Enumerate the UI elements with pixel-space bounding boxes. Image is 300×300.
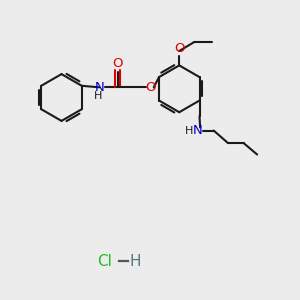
Text: H: H (184, 126, 193, 136)
Text: H: H (94, 91, 103, 101)
Text: H: H (129, 254, 141, 268)
Text: N: N (192, 124, 202, 137)
Text: O: O (145, 81, 155, 94)
Text: O: O (174, 41, 184, 55)
Text: O: O (112, 57, 123, 70)
Text: N: N (94, 81, 104, 94)
Text: Cl: Cl (98, 254, 112, 268)
